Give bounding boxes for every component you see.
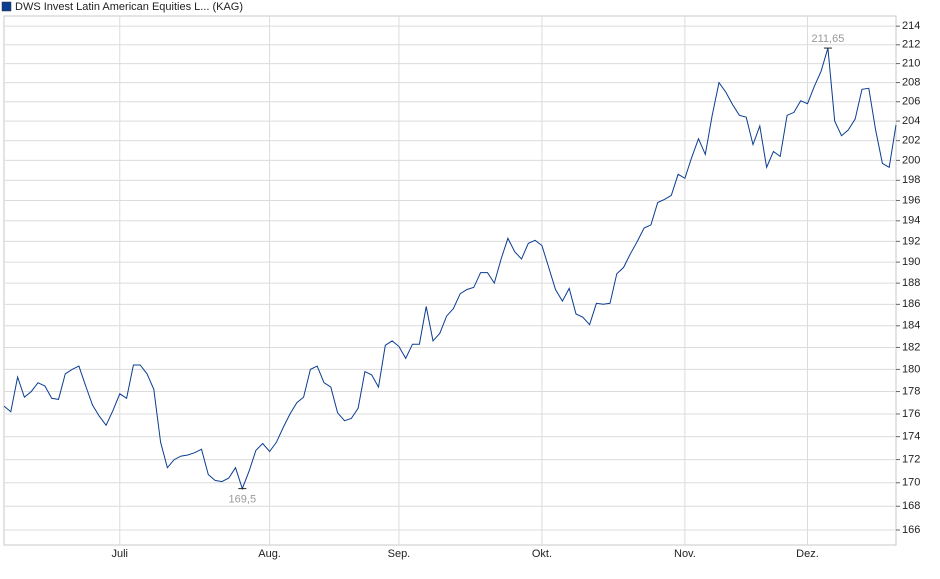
- x-tick-label: Sep.: [388, 548, 411, 560]
- x-tick-label: Juli: [111, 548, 128, 560]
- y-tick-label: 166: [902, 524, 920, 536]
- y-tick-label: 170: [902, 477, 920, 489]
- y-tick-label: 186: [902, 298, 920, 310]
- y-tick-label: 190: [902, 256, 920, 268]
- value-label: 169,5: [229, 494, 257, 506]
- legend-label: DWS Invest Latin American Equities L... …: [15, 1, 243, 13]
- y-tick-label: 208: [902, 76, 920, 88]
- y-tick-label: 180: [902, 363, 920, 375]
- x-tick-label: Aug.: [258, 548, 281, 560]
- y-tick-label: 174: [902, 431, 920, 443]
- y-tick-label: 204: [902, 115, 920, 127]
- y-tick-label: 198: [902, 174, 920, 186]
- legend-swatch: [1, 1, 12, 12]
- x-tick-label: Okt.: [532, 548, 552, 560]
- y-tick-label: 194: [902, 215, 920, 227]
- y-tick-label: 202: [902, 135, 920, 147]
- plot-area: [3, 15, 897, 546]
- y-tick-label: 214: [902, 20, 920, 32]
- line: [3, 47, 897, 491]
- y-tick-label: 212: [902, 39, 920, 51]
- y-tick-label: 206: [902, 96, 920, 108]
- y-tick-label: 168: [902, 500, 920, 512]
- x-tick-label: Dez.: [796, 548, 819, 560]
- y-tick-label: 182: [902, 341, 920, 353]
- y-tick-label: 178: [902, 385, 920, 397]
- y-tick-label: 192: [902, 235, 920, 247]
- y-tick-label: 188: [902, 277, 920, 289]
- y-tick-label: 172: [902, 453, 920, 465]
- y-tick-label: 196: [902, 194, 920, 206]
- y-tick-label: 184: [902, 320, 920, 332]
- y-tick-label: 176: [902, 408, 920, 420]
- y-tick-label: 210: [902, 58, 920, 70]
- x-tick-label: Nov.: [674, 548, 696, 560]
- y-tick-label: 200: [902, 154, 920, 166]
- value-label: 211,65: [811, 33, 844, 45]
